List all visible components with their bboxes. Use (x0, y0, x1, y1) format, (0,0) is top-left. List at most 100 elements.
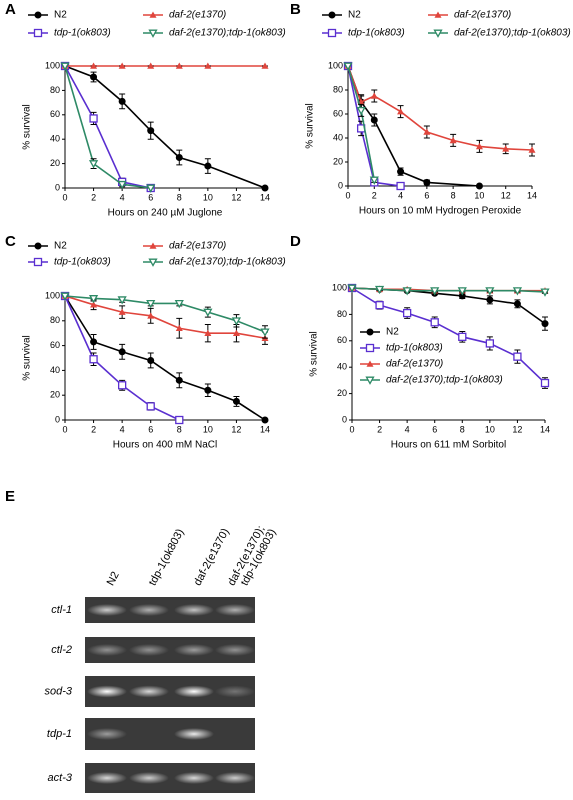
series (60, 292, 270, 339)
series (61, 292, 269, 345)
x-tick-label: 2 (372, 190, 377, 200)
legend-marker (433, 29, 443, 38)
marker (175, 324, 183, 332)
gel-band (87, 604, 127, 616)
legend-label: daf-2(e1370);tdp-1(ok803) (454, 28, 571, 39)
x-tick-label: 0 (62, 192, 67, 202)
marker (260, 328, 270, 337)
x-tick-label: 14 (540, 424, 550, 434)
legend-label: tdp-1(ok803) (348, 28, 405, 39)
lane-label: tdp-1(ok803) (147, 527, 187, 588)
marker (90, 301, 98, 308)
series-line (351, 287, 546, 293)
x-axis-label: Hours on 10 mM Hydrogen Peroxide (359, 206, 522, 217)
gel-band (174, 728, 214, 740)
gene-label: ctl-1 (51, 604, 72, 616)
gene-label: sod-3 (44, 685, 72, 697)
series-line (64, 65, 151, 189)
series-line (351, 287, 546, 384)
x-tick-label: 6 (432, 424, 437, 434)
x-tick-label: 8 (451, 190, 456, 200)
y-axis-label: % survival (22, 104, 33, 150)
marker (90, 62, 98, 69)
x-tick-label: 14 (260, 424, 270, 434)
marker (528, 146, 536, 153)
marker (60, 62, 70, 71)
legend-marker (328, 11, 336, 19)
marker (204, 329, 212, 336)
marker (232, 329, 240, 336)
y-tick-label: 40 (337, 362, 347, 372)
marker (475, 142, 483, 150)
y-axis-label: % survival (309, 331, 320, 377)
marker (231, 317, 242, 326)
marker (423, 128, 431, 135)
marker (203, 308, 213, 317)
x-tick-label: 14 (260, 192, 270, 202)
series (343, 62, 379, 185)
legend-label: N2 (348, 10, 361, 21)
y-tick-label: 100 (45, 290, 60, 300)
marker (146, 402, 155, 411)
x-axis-label: Hours on 400 mM NaCl (113, 440, 217, 451)
x-tick-label: 2 (91, 424, 96, 434)
marker (147, 127, 155, 135)
marker (397, 108, 405, 115)
gel-band (87, 772, 127, 784)
marker (118, 348, 126, 356)
legend-label: tdp-1(ok803) (54, 28, 111, 39)
marker (147, 356, 155, 364)
legend-label: tdp-1(ok803) (54, 257, 111, 268)
marker (261, 184, 269, 192)
marker (458, 332, 467, 341)
legend-label: N2 (386, 327, 399, 338)
legend-marker (434, 11, 442, 18)
series (60, 291, 184, 425)
marker (90, 338, 98, 346)
y-axis-label: % survival (305, 103, 316, 149)
gel-band (215, 604, 255, 616)
y-tick-label: 20 (50, 390, 60, 400)
gel-band (87, 685, 127, 698)
gel-band (215, 772, 255, 784)
marker (512, 287, 523, 296)
marker (147, 62, 155, 69)
marker (60, 292, 70, 301)
x-tick-label: 8 (177, 424, 182, 434)
legend-label: daf-2(e1370) (169, 241, 226, 252)
gene-label: act-3 (48, 772, 73, 784)
marker (118, 62, 126, 69)
marker (261, 62, 269, 69)
marker (343, 62, 353, 71)
marker (175, 415, 184, 425)
x-tick-label: 8 (177, 192, 182, 202)
y-tick-label: 0 (55, 182, 60, 192)
marker (540, 378, 550, 388)
x-tick-label: 12 (512, 424, 522, 434)
marker (396, 181, 405, 191)
marker (449, 136, 457, 144)
legend-marker (33, 257, 43, 267)
legend-marker (365, 376, 375, 385)
gel-band (129, 772, 169, 784)
gel-band (129, 685, 169, 698)
x-tick-label: 0 (345, 190, 350, 200)
x-tick-label: 12 (231, 424, 241, 434)
marker (175, 376, 183, 384)
marker (204, 386, 212, 394)
x-tick-label: 4 (405, 424, 410, 434)
gel-band (174, 604, 214, 616)
x-axis-label: Hours on 240 µM Juglone (108, 208, 223, 219)
marker (375, 301, 384, 310)
marker (486, 296, 494, 304)
series-line (347, 65, 401, 187)
panel-label: A (5, 1, 16, 18)
marker (513, 300, 521, 308)
x-tick-label: 0 (62, 424, 67, 434)
legend-label: N2 (54, 10, 67, 21)
marker (356, 106, 366, 116)
marker (458, 292, 466, 300)
marker (146, 184, 156, 193)
gel-band (129, 644, 169, 656)
marker (90, 73, 98, 81)
